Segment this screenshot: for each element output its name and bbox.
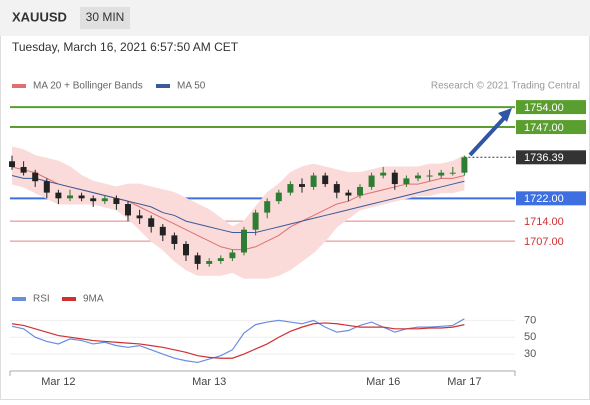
legend-label: RSI (33, 294, 50, 305)
legend-swatch (12, 84, 26, 88)
candle-body (275, 192, 282, 202)
candle-body (9, 161, 15, 167)
candle-body (171, 235, 178, 244)
level-label: 1714.00 (524, 216, 564, 228)
y-tick-label: 50 (524, 331, 536, 343)
legend-swatch (12, 297, 26, 301)
candle-body (252, 212, 259, 230)
bollinger-edge (11, 183, 465, 279)
level-box (516, 100, 586, 115)
legend-swatch (62, 297, 76, 301)
timeframe: 30 MIN (86, 10, 125, 24)
candle-body (299, 184, 305, 187)
legend-label: MA 50 (177, 81, 206, 92)
candle-body (310, 175, 317, 187)
candle-body (43, 181, 50, 193)
x-tick-label: Mar 13 (192, 376, 226, 388)
legend-label: 9MA (83, 294, 104, 305)
x-tick-label: Mar 16 (366, 376, 400, 388)
candle-body (391, 172, 398, 185)
candle-body (183, 243, 189, 256)
candle-body (449, 172, 456, 174)
level-label: 1754.00 (524, 102, 564, 114)
candle-body (20, 166, 27, 173)
symbol: XAUUSD (12, 9, 67, 24)
candle-body (55, 192, 62, 199)
candle-body (368, 175, 375, 187)
candle-body (229, 252, 236, 259)
x-tick-label: Mar 12 (41, 376, 75, 388)
candle-body (322, 175, 329, 185)
candle-body (333, 184, 340, 193)
y-tick-label: 30 (524, 348, 536, 360)
y-tick-label: 70 (524, 314, 536, 326)
forecast-arrowhead (498, 108, 512, 122)
candle-body (345, 192, 352, 196)
level-label: 1707.00 (524, 236, 564, 248)
level-box (516, 191, 586, 206)
candle-body (78, 195, 85, 199)
candle-body (67, 195, 73, 199)
level-label: 1747.00 (524, 122, 564, 134)
rsi-line (11, 322, 465, 359)
candle-body (125, 204, 131, 216)
timeframe-box (80, 7, 130, 29)
rsi-line (11, 318, 465, 364)
candle-body (206, 261, 213, 264)
candle-body (426, 175, 433, 177)
candle-body (90, 198, 97, 202)
candle-body (380, 172, 387, 176)
candle-body (461, 157, 468, 173)
subtitle: Tuesday, March 16, 2021 6:57:50 AM CET (12, 40, 239, 54)
candle-body (136, 215, 143, 219)
bollinger-band (12, 147, 465, 279)
level-box (516, 120, 586, 135)
candle-body (264, 201, 271, 213)
legend-swatch (156, 84, 170, 88)
candle-body (438, 172, 445, 176)
level-label: 1736.39 (524, 152, 564, 164)
legend-label: MA 20 + Bollinger Bands (33, 81, 143, 92)
x-tick-label: Mar 17 (447, 376, 481, 388)
ma-line (11, 175, 465, 234)
candle-body (32, 172, 39, 182)
candle-body (217, 258, 224, 262)
forecast-arrow (468, 114, 508, 157)
plot: 1754.00 1747.00 1736.39 1722.00 1714.00 1707.… (9, 81, 586, 388)
candle-body (194, 255, 201, 264)
candle-body (113, 198, 120, 205)
candle-body (403, 178, 410, 185)
candle-body (287, 184, 294, 193)
candle-body (241, 229, 247, 253)
candle-body (159, 226, 166, 236)
source: Research © 2021 Trading Central (431, 81, 580, 92)
candle-body (101, 198, 108, 202)
candle-body (148, 218, 155, 227)
level-label: 1722.00 (524, 193, 564, 205)
level-box (516, 150, 586, 165)
bollinger-edge (11, 146, 465, 228)
candle-body (357, 186, 363, 196)
candle-body (415, 175, 421, 179)
